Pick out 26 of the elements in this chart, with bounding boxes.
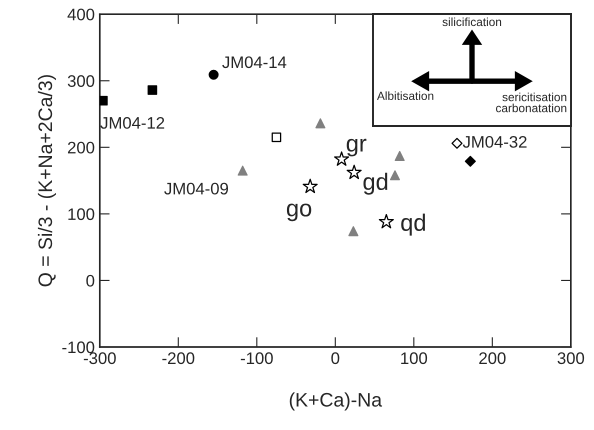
- x-tick-label: -300: [84, 352, 116, 364]
- y-tick-label: 300: [68, 75, 94, 87]
- annotation: gd: [363, 172, 388, 195]
- x-tick-label: 0: [331, 352, 340, 364]
- annotation: JM04-12: [100, 117, 164, 129]
- y-axis-title: Q = Si/3 - (K+Na+2Ca/3): [38, 75, 56, 286]
- annotation: Albitisation: [376, 91, 434, 100]
- annotation: qd: [401, 214, 425, 236]
- y-tick-label: 100: [68, 208, 94, 220]
- y-tick-label: 200: [68, 142, 94, 154]
- y-tick-label: 400: [68, 8, 94, 20]
- x-tick-label: 100: [401, 352, 428, 364]
- x-tick-label: 300: [558, 352, 584, 364]
- x-tick-label: -100: [240, 352, 273, 364]
- annotation: JM04-09: [164, 182, 228, 195]
- annotation: gr: [346, 138, 366, 156]
- annotation: silicification: [442, 17, 502, 26]
- x-tick-label: 200: [479, 352, 506, 364]
- y-tick-label: -100: [62, 341, 94, 354]
- annotation: JM04-14: [222, 56, 286, 68]
- y-tick-label: 0: [86, 274, 94, 287]
- annotation: sericitisation carbonatation: [496, 92, 566, 112]
- x-axis-title: (K+Ca)-Na: [290, 392, 382, 411]
- annotation: go: [286, 204, 312, 222]
- annotation: JM04-32: [462, 136, 527, 148]
- x-tick-label: -200: [162, 352, 194, 364]
